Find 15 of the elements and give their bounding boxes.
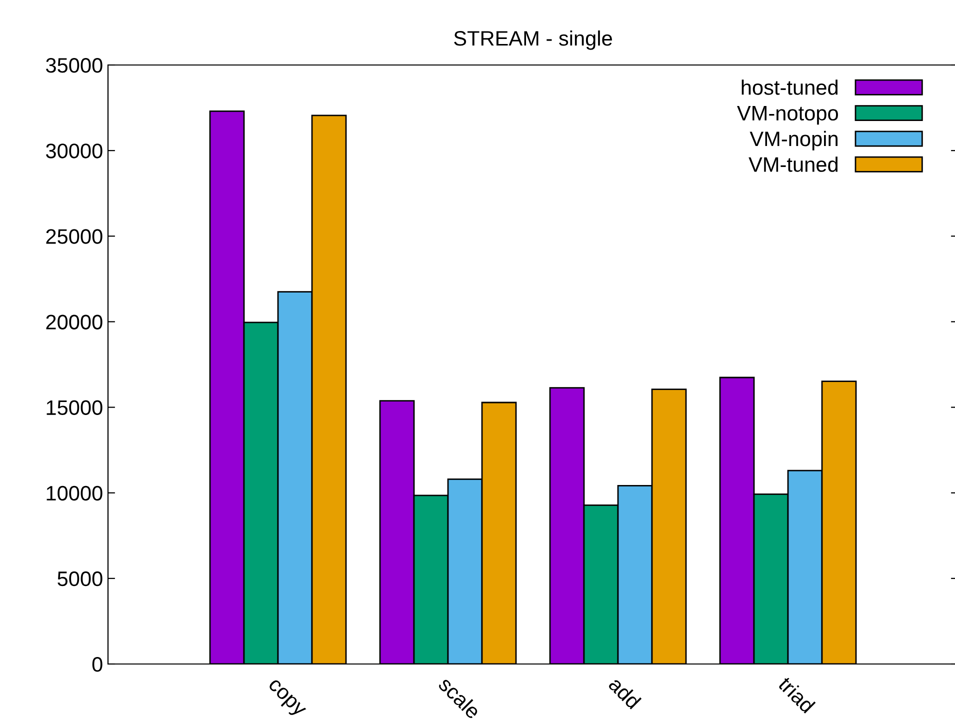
- y-tick-label: 30000: [46, 144, 102, 158]
- y-tick-label: 20000: [46, 314, 102, 330]
- x-tick-label: add: [608, 676, 642, 710]
- y-tick-label: 5000: [58, 571, 102, 586]
- x-tick-label: copy: [264, 678, 306, 720]
- legend-label: VM-notopo: [737, 106, 838, 125]
- legend-label: VM-nopin: [750, 130, 838, 150]
- y-tick-label: 35000: [46, 58, 102, 73]
- y-tick-label: 0: [92, 657, 102, 672]
- legend-label: host-tuned: [742, 80, 838, 95]
- y-tick-label: 10000: [46, 486, 102, 501]
- y-tick-label: 15000: [46, 400, 102, 416]
- chart-title: STREAM - single: [454, 30, 612, 50]
- legend-label: VM-tuned: [748, 156, 838, 172]
- y-tick-label: 25000: [46, 229, 102, 244]
